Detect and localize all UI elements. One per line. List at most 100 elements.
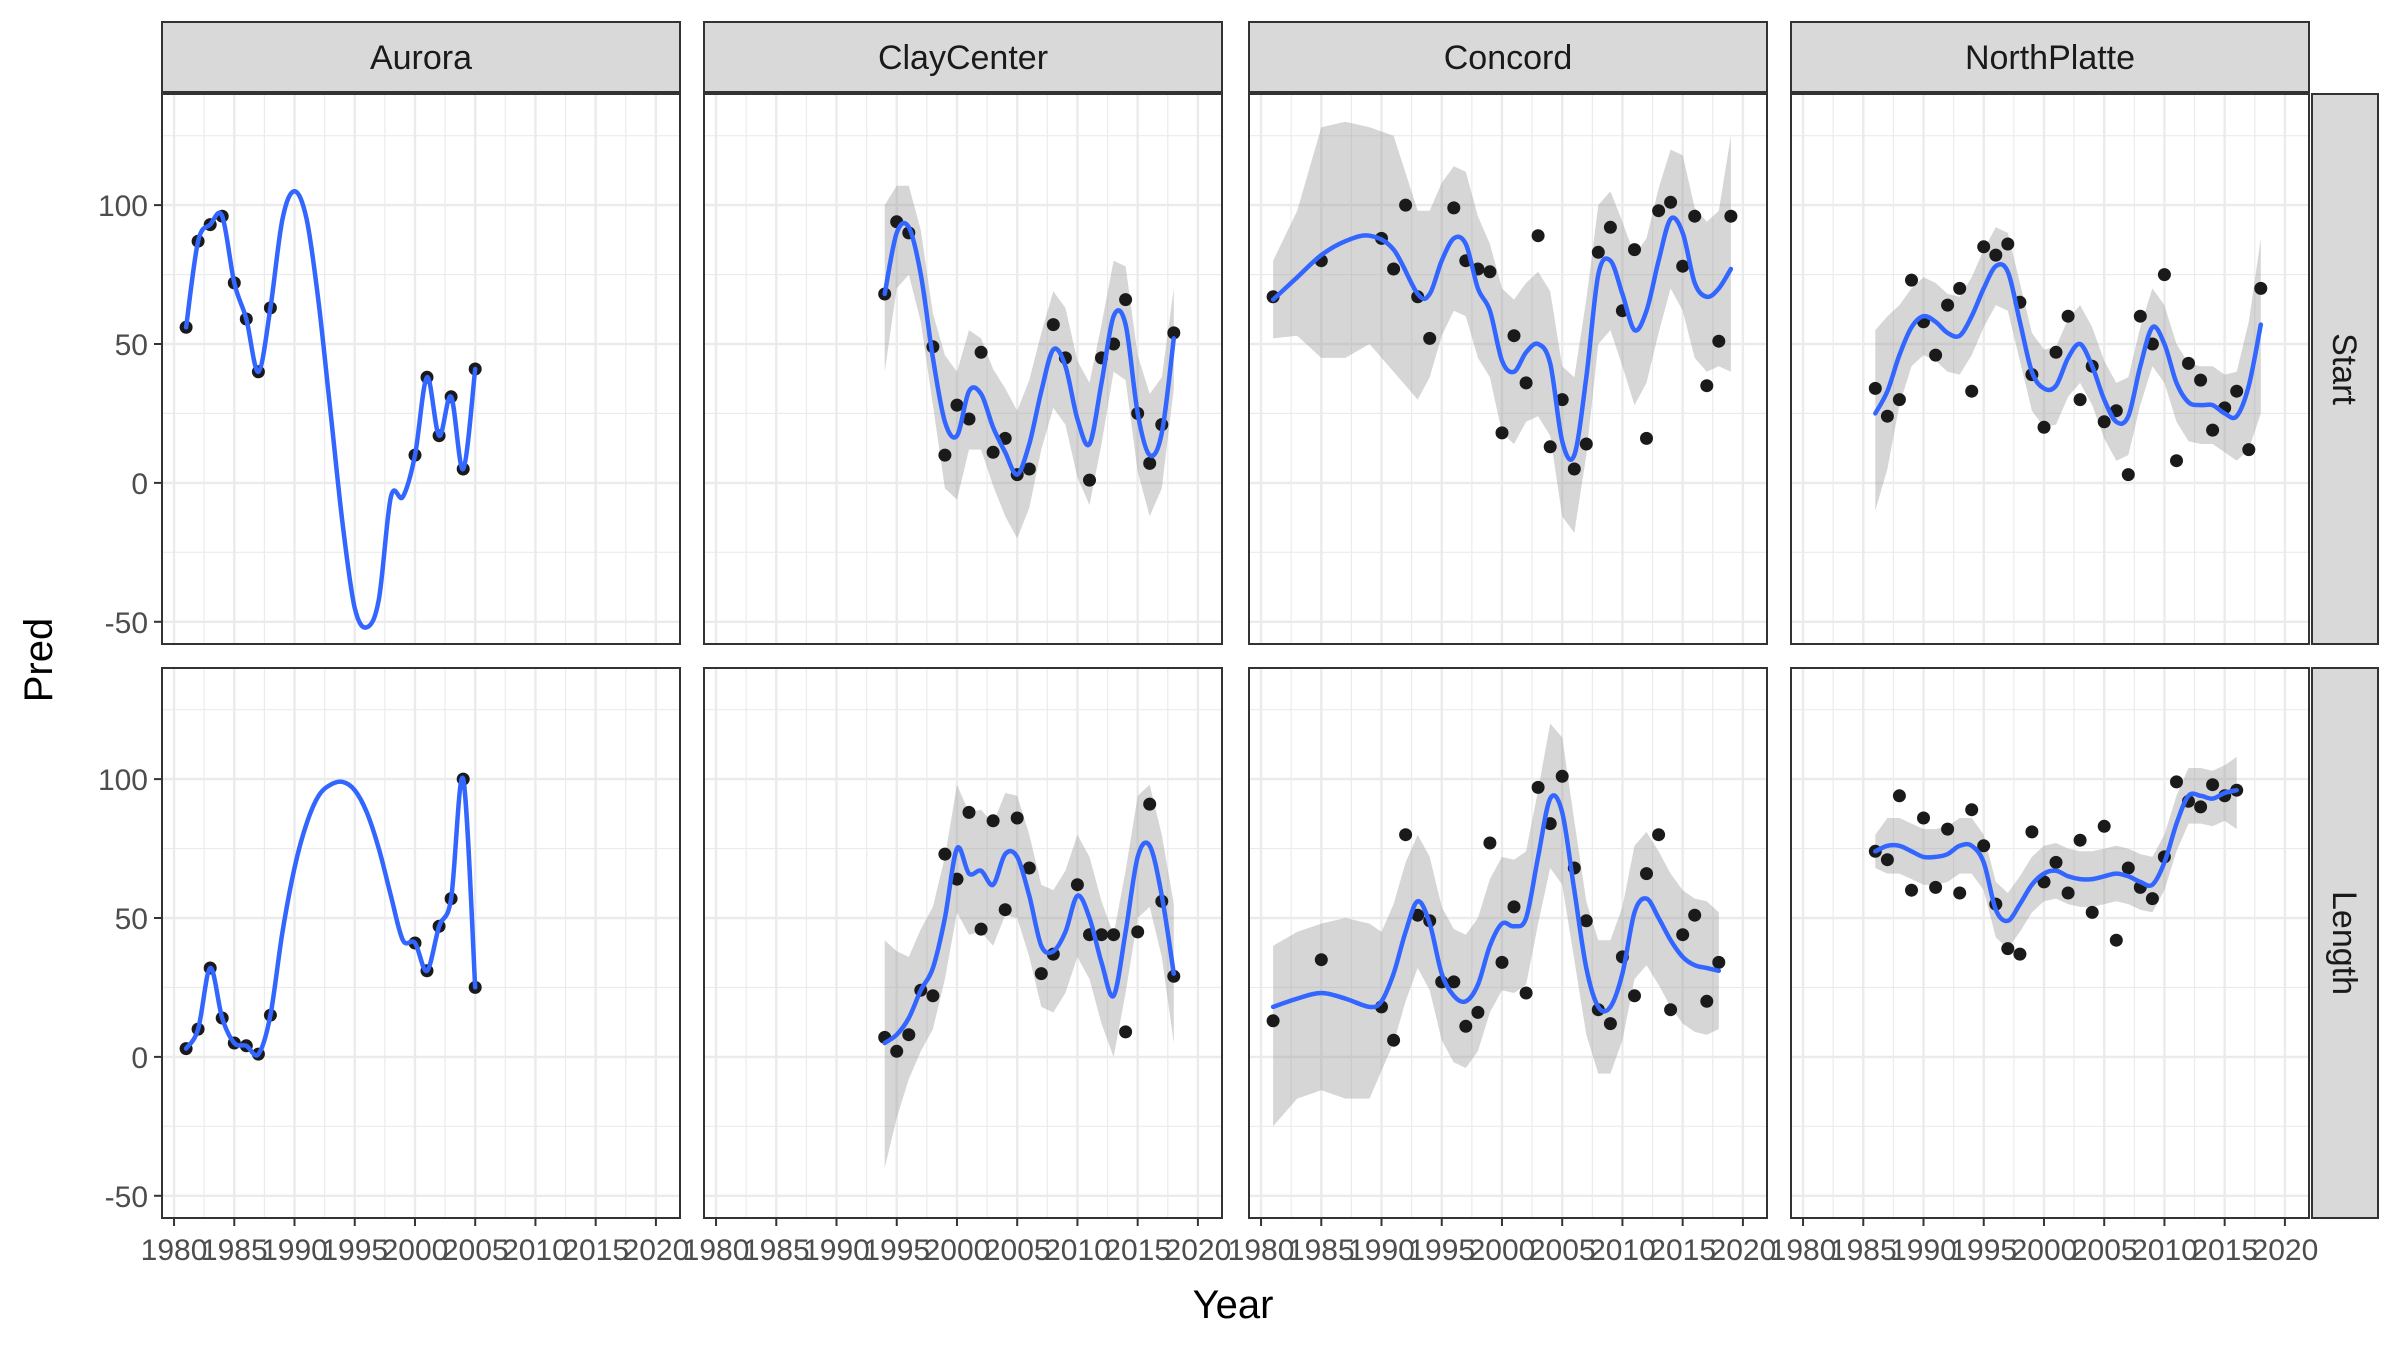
- data-point: [2170, 775, 2183, 789]
- data-point: [1531, 229, 1545, 243]
- data-point: [2254, 281, 2268, 295]
- data-point: [2061, 309, 2075, 323]
- data-point: [1423, 331, 1437, 345]
- y-tick-label: 50: [115, 329, 148, 362]
- x-tick-label: 2000: [2011, 1234, 2078, 1267]
- x-tick-label: 1980: [141, 1234, 208, 1267]
- data-point: [950, 398, 964, 412]
- panel-background: [162, 94, 680, 644]
- strip-length: [2311, 667, 2379, 1219]
- data-point: [1387, 262, 1401, 276]
- data-point: [1034, 967, 1048, 981]
- data-point: [2049, 855, 2063, 869]
- data-point: [1929, 348, 1943, 362]
- data-point: [1507, 329, 1521, 343]
- strip-aurora: [161, 21, 681, 93]
- data-point: [2073, 833, 2087, 847]
- data-point: [1880, 853, 1894, 867]
- data-point: [1664, 1003, 1678, 1017]
- data-point: [1676, 928, 1690, 942]
- data-point: [1953, 886, 1967, 900]
- data-point: [2025, 825, 2039, 839]
- x-tick-label: 2010: [502, 1234, 569, 1267]
- x-tick-label: 1985: [201, 1234, 268, 1267]
- data-point: [2109, 933, 2123, 947]
- x-tick-label: 1995: [321, 1234, 388, 1267]
- panel-aurora-length: [161, 667, 681, 1219]
- data-point: [1555, 393, 1569, 407]
- y-tick-label: 0: [131, 1042, 148, 1075]
- data-point: [1010, 811, 1024, 825]
- data-point: [1965, 384, 1979, 398]
- data-point: [1531, 780, 1545, 794]
- panel-background: [1791, 668, 2309, 1218]
- data-point: [1965, 803, 1979, 817]
- data-point: [1567, 462, 1581, 476]
- panel-border: [1790, 667, 2310, 1219]
- data-point: [1676, 259, 1690, 273]
- data-point: [1266, 1014, 1280, 1028]
- panel-northplatte-length: [1790, 667, 2310, 1219]
- data-point: [1143, 456, 1157, 470]
- data-point: [1083, 473, 1096, 487]
- data-point: [1167, 326, 1181, 340]
- data-point: [2037, 420, 2051, 434]
- strip-concord: [1248, 21, 1768, 93]
- strip-label-aurora: Aurora: [370, 39, 472, 77]
- data-point: [1483, 836, 1497, 850]
- x-tick-label: 1990: [1890, 1234, 1957, 1267]
- data-point: [1119, 1025, 1133, 1039]
- data-point: [2121, 861, 2135, 875]
- strip-label-concord: Concord: [1444, 39, 1573, 77]
- x-tick-label: 2005: [442, 1234, 509, 1267]
- strip-northplatte: [1790, 21, 2310, 93]
- x-tick-label: 2020: [623, 1234, 690, 1267]
- data-point: [1892, 789, 1906, 803]
- data-point: [2206, 778, 2220, 792]
- data-point: [998, 903, 1012, 917]
- panel-border: [1248, 93, 1768, 645]
- x-tick-label: 2000: [924, 1234, 991, 1267]
- data-point: [986, 814, 1000, 828]
- x-tick-label: 1980: [1770, 1234, 1837, 1267]
- data-point: [1447, 975, 1461, 989]
- x-tick-label: 1985: [1830, 1234, 1897, 1267]
- x-tick-label: 1990: [261, 1234, 328, 1267]
- data-point: [1591, 245, 1605, 259]
- data-point: [2157, 268, 2171, 282]
- data-point: [2145, 892, 2159, 906]
- x-tick-label: 2000: [1469, 1234, 1536, 1267]
- x-tick-label: 2010: [1044, 1234, 1111, 1267]
- x-axis-title: Year: [1193, 1283, 1274, 1327]
- data-point: [1555, 769, 1569, 783]
- data-point: [1724, 209, 1738, 223]
- data-point: [1314, 953, 1328, 967]
- smooth-line: [1270, 215, 1734, 462]
- x-tick-label: 2015: [2191, 1234, 2258, 1267]
- x-tick-label: 2015: [562, 1234, 629, 1267]
- x-tick-label: 1995: [1950, 1234, 2017, 1267]
- y-tick-label: -50: [105, 1181, 148, 1214]
- smooth-line: [183, 775, 478, 1058]
- data-point: [1664, 195, 1678, 209]
- data-point: [1603, 1017, 1617, 1031]
- y-tick-label: 100: [98, 190, 148, 223]
- data-point: [1688, 209, 1702, 223]
- data-point: [2013, 947, 2027, 961]
- confidence-ribbon: [1875, 227, 2261, 511]
- x-tick-label: 1995: [1408, 1234, 1475, 1267]
- data-point: [974, 922, 988, 936]
- data-point: [1579, 914, 1593, 928]
- y-axis-title: Pred: [17, 618, 61, 703]
- data-point: [1022, 462, 1036, 476]
- data-point: [1892, 393, 1906, 407]
- x-tick-label: 2015: [1104, 1234, 1171, 1267]
- data-point: [1712, 334, 1726, 348]
- data-point: [902, 1028, 916, 1042]
- panel-border: [1790, 93, 2310, 645]
- y-tick-label: 0: [131, 468, 148, 501]
- panel-border: [1248, 667, 1768, 1219]
- data-point: [1905, 883, 1918, 897]
- panel-border: [161, 93, 681, 645]
- data-point: [1411, 908, 1425, 922]
